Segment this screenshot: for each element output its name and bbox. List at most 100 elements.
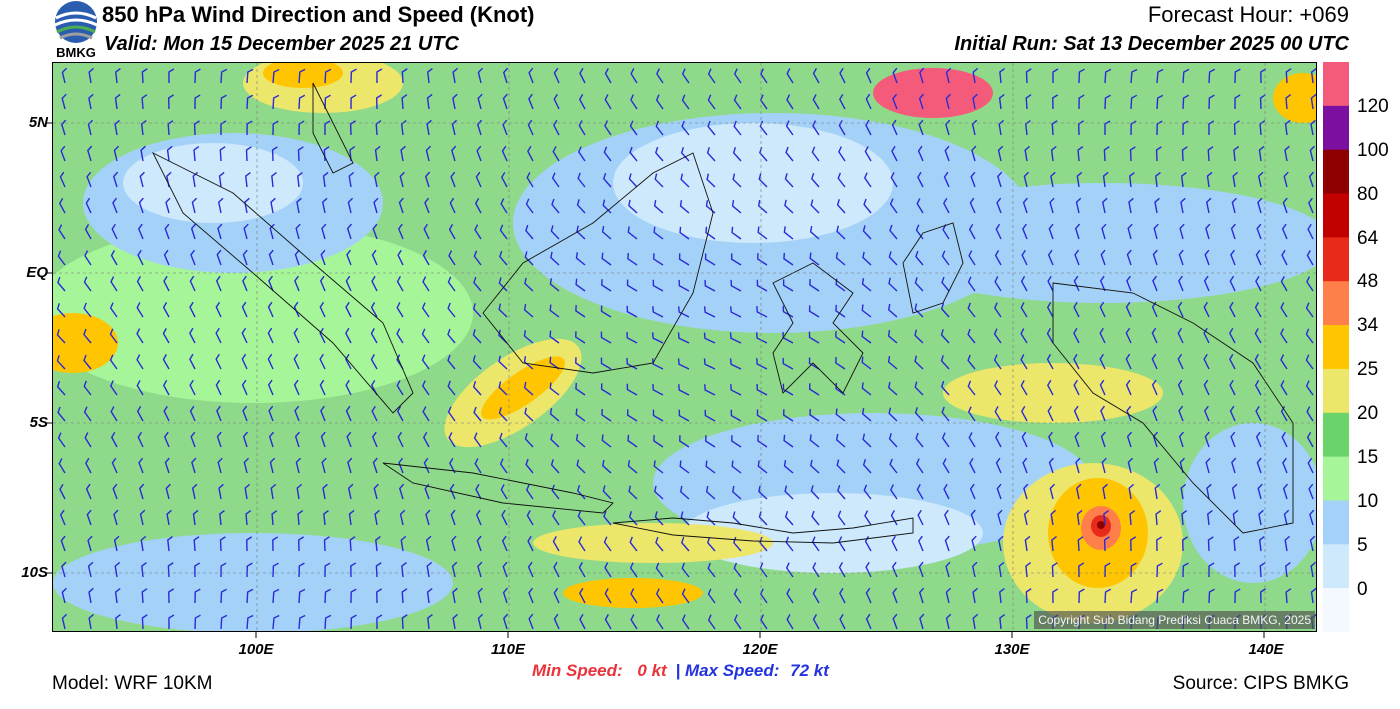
wind-barb [398,483,405,500]
wind-barb [600,305,612,318]
wind-barb [246,68,254,84]
wind-barb [137,223,144,240]
wind-barb [835,357,846,370]
wind-barb [941,432,950,448]
wind-barb [553,93,560,110]
wind-barb [163,431,170,448]
wind-barb [61,613,68,630]
wind-barb [348,509,355,526]
wind-barb [345,275,352,292]
wind-barb [295,223,301,240]
wind-barb [1021,431,1028,448]
wind-barb [680,511,690,526]
wind-barb [193,146,200,162]
wind-barb [786,588,794,604]
wind-barb [473,276,482,292]
wind-barb [919,67,925,84]
wind-barb [527,561,534,578]
wind-barb [324,68,332,84]
wind-barb [321,457,327,474]
wind-barb [549,304,560,318]
wind-barb [945,613,952,630]
wind-barb [1104,120,1111,135]
wind-barb [731,460,742,474]
wind-barb [346,223,353,240]
wind-barb [1129,171,1135,188]
wind-barb [452,587,458,604]
wind-barb [474,458,482,474]
wind-barb [1229,405,1236,422]
wind-barb [83,406,92,422]
wind-barb [1259,120,1266,136]
wind-barb [269,457,276,474]
wind-barb [244,197,250,214]
wind-barb [57,276,66,292]
wind-barb [88,93,94,110]
wind-barb [812,588,820,604]
wind-barb [272,120,279,136]
wind-barb [85,457,92,474]
wind-barb [654,511,664,526]
wind-barb [345,327,352,344]
wind-barb [426,587,433,604]
wind-barb [577,146,586,162]
wind-barb [1178,275,1184,292]
wind-barb [1309,509,1315,526]
wind-barb [396,328,404,344]
wind-barb [475,509,482,526]
wind-barb [1230,249,1236,266]
wind-barb [679,435,690,448]
wind-barb [1073,327,1080,344]
wind-barb [293,353,300,370]
wind-barb [1022,457,1028,474]
wind-barb [189,353,196,370]
wind-barb [298,68,306,84]
wind-barb [864,146,872,162]
wind-barb [1100,249,1106,266]
wind-barb [165,483,171,500]
wind-barb [1255,275,1262,292]
wind-barb [808,305,820,318]
wind-barb [945,561,951,578]
wind-barb [1255,405,1262,422]
wind-barb [1051,120,1058,136]
wind-barb [349,120,356,136]
wind-barb [1229,353,1236,370]
wind-barb [1256,457,1262,474]
wind-barb [1048,223,1054,240]
wind-barb [451,561,458,578]
wind-barb [1102,197,1108,214]
wind-barb [997,509,1003,526]
wind-barb [655,94,664,110]
colorbar-label-20: 20 [1357,403,1379,424]
wind-barb [320,431,326,448]
wind-barb [1282,457,1288,474]
wind-barb [994,249,1002,266]
wind-barb [477,613,484,630]
wind-barb [1281,431,1288,448]
wind-barb [375,94,382,110]
wind-barb [551,172,560,188]
wind-barb [967,380,976,396]
lat-ticks [46,122,53,574]
wind-barb [396,302,404,318]
wind-barb [891,535,898,552]
wind-barb [809,279,820,292]
source-label: Source: CIPS BMKG [1172,673,1349,694]
wind-barb [401,614,408,630]
colorbar-swatch [1323,62,1349,107]
wind-barb [193,120,200,136]
wind-barb [1207,146,1214,162]
colorbar-label-120: 120 [1357,96,1389,117]
wind-barb [862,225,872,240]
wind-barb [1260,68,1267,84]
wind-barb [60,145,66,162]
wind-barb [1047,275,1054,292]
wind-barb [630,68,638,84]
wind-barb [945,93,951,110]
wind-barb [372,457,378,474]
wind-barb [652,383,664,396]
wind-barb [942,224,950,240]
wind-barb [319,379,326,396]
wind-barb [731,485,742,500]
